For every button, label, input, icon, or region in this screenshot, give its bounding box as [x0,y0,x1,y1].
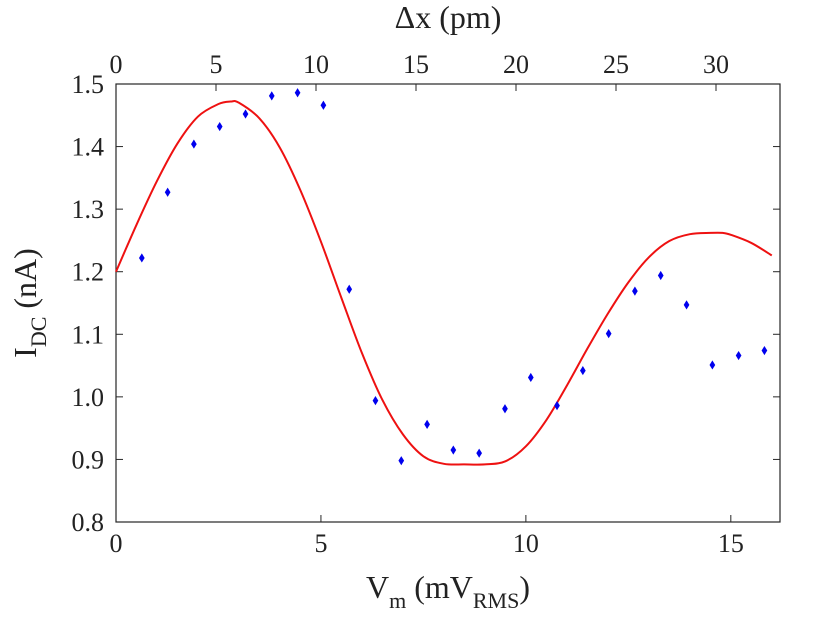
y-tick-label: 1.0 [72,383,105,412]
y-tick-label: 0.9 [72,445,105,474]
top-x-tick-label: 15 [403,50,429,79]
tick-labels: 0 5 10 15 0 5 10 15 20 25 30 0.8 0.9 1.0 1.1 1.2 1.3 1.4 1… [72,50,744,558]
data-point [268,91,275,101]
top-x-tick-label: 20 [503,50,529,79]
x-label-sub: m [389,588,406,613]
top-x-axis-label: Δx (pm) [395,0,502,35]
data-point [554,401,560,411]
data-point [579,365,586,376]
data-point [294,88,301,98]
data-point [527,372,534,383]
top-x-tick-label: 25 [603,50,629,79]
top-x-tick-label: 0 [110,50,123,79]
y-tick-label: 1.1 [72,320,105,349]
y-axis-label: IDC (nA) [7,248,51,358]
fit-series [115,100,773,466]
x-tick-label: 5 [314,529,327,558]
data-point [605,329,612,339]
data-point [138,253,145,263]
data-point [683,300,690,310]
data-point [632,286,638,296]
data-point [242,109,249,119]
y-tick-label: 1.3 [72,195,105,224]
measured-series [138,88,768,466]
data-point [191,139,197,149]
data-point [216,121,223,132]
data-point [372,396,379,406]
x-label-sub2: RMS [473,588,519,613]
y-label-sub: DC [26,317,51,348]
plot-area-frame [115,83,781,523]
y-tick-label: 0.8 [72,508,105,537]
fit-line [115,100,773,466]
data-point [398,456,405,466]
y-tick-label: 1.4 [72,133,105,162]
data-point [320,100,327,110]
data-point [346,284,353,294]
x-axis-label: Vm (mVRMS) [366,569,530,613]
data-point [476,448,483,458]
x-tick-label: 15 [718,529,744,558]
data-point [657,270,664,281]
x-tick-label: 0 [110,529,123,558]
y-label-end: (nA) [7,248,43,316]
tick-marks [115,83,780,523]
data-point [709,360,716,370]
data-point [735,350,742,361]
x-label-end: ) [519,569,530,605]
data-point [424,419,430,429]
data-point [502,404,508,414]
top-x-tick-label: 10 [303,50,329,79]
x-label-mid: (mV [406,569,473,605]
y-tick-label: 1.2 [72,258,105,287]
x-label-main: V [366,569,389,605]
y-tick-label: 1.5 [72,70,105,99]
x-tick-label: 10 [513,529,539,558]
top-x-tick-label: 5 [210,50,223,79]
data-point [164,187,171,197]
top-x-tick-label: 30 [703,50,729,79]
data-point [450,445,457,455]
y-label-main: I [7,347,43,358]
data-point [761,345,768,356]
